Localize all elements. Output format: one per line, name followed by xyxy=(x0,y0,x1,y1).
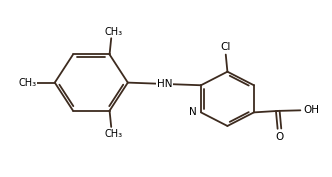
Text: HN: HN xyxy=(157,79,172,89)
Text: Cl: Cl xyxy=(220,42,231,52)
Text: CH₃: CH₃ xyxy=(105,27,123,36)
Text: N: N xyxy=(189,107,197,117)
Text: CH₃: CH₃ xyxy=(105,129,123,139)
Text: O: O xyxy=(275,132,284,142)
Text: CH₃: CH₃ xyxy=(18,78,37,88)
Text: OH: OH xyxy=(303,105,319,115)
